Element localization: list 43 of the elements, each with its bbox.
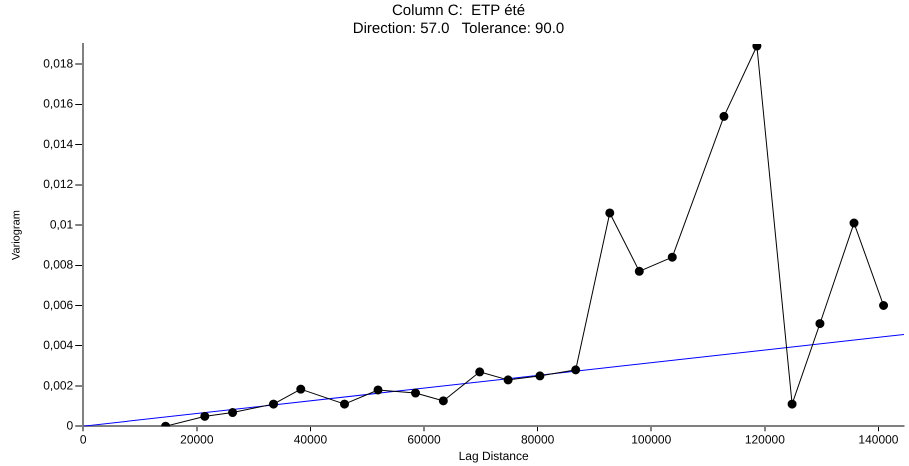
point	[815, 319, 824, 328]
y-tick-label: 0,008	[43, 258, 74, 272]
point	[475, 367, 484, 376]
x-tick-label: 140000	[858, 432, 899, 447]
chart-subtitle: Direction: 57.0 Tolerance: 90.0	[352, 20, 564, 38]
x-axis-title: Lag Distance	[458, 449, 529, 464]
point	[668, 252, 677, 262]
point	[719, 112, 728, 121]
point	[752, 44, 762, 51]
y-tick-label: 0,004	[43, 338, 74, 352]
x-tick-label: 100000	[631, 432, 672, 447]
y-tick-label: 0,016	[43, 96, 74, 111]
y-tick-label: 0,01	[50, 217, 74, 232]
point	[438, 396, 448, 406]
point	[879, 301, 888, 310]
point	[296, 384, 306, 394]
y-axis-title: Variogram	[10, 210, 23, 260]
y-tick-label: 0,014	[43, 136, 74, 151]
x-tick-label: 80000	[520, 432, 555, 447]
point	[200, 412, 210, 421]
y-tick-label: 0,006	[43, 298, 74, 312]
x-tick-label: 40000	[294, 432, 328, 447]
y-tick-label: 0,012	[43, 177, 74, 192]
x-tick-label: 0	[80, 432, 87, 447]
chart-title: Column C: ETP été	[392, 2, 526, 20]
x-tick-label: 120000	[744, 432, 786, 447]
y-tick-label: 0,018	[43, 56, 74, 70]
point	[374, 385, 383, 394]
point	[228, 408, 238, 418]
point	[535, 371, 544, 380]
point	[850, 218, 859, 228]
point	[571, 365, 580, 374]
point	[504, 375, 513, 384]
y-tick-label: 0,002	[43, 378, 74, 392]
point	[605, 208, 614, 218]
point	[269, 400, 278, 409]
point	[340, 400, 350, 409]
point	[411, 388, 420, 398]
point	[634, 266, 644, 276]
point	[788, 400, 797, 409]
x-tick-label: 60000	[407, 432, 442, 447]
x-tick-label: 20000	[180, 432, 214, 447]
y-tick-label: 0	[66, 418, 74, 433]
